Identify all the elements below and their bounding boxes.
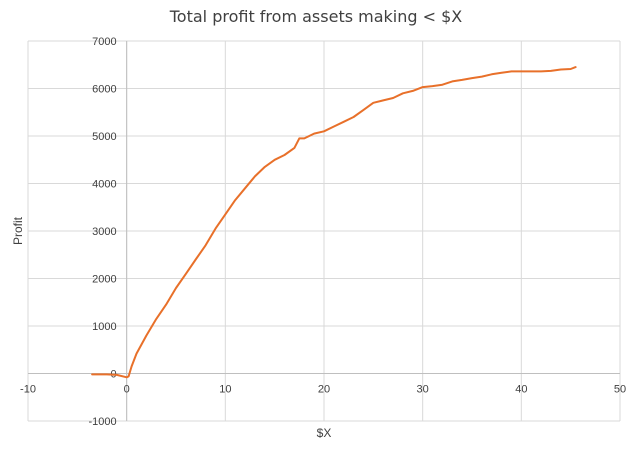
x-tick-label: -10	[20, 384, 36, 396]
x-tick-label: 20	[318, 384, 330, 396]
y-tick-label: 2000	[92, 274, 116, 286]
y-axis-label: Profit	[11, 216, 25, 245]
x-tick-label: 0	[124, 384, 130, 396]
x-tick-label: 50	[614, 384, 626, 396]
chart-title: Total profit from assets making < $X	[169, 7, 463, 26]
x-tick-label: 30	[417, 384, 429, 396]
profit-series-line	[91, 66, 577, 379]
y-tick-label: 1000	[92, 321, 116, 333]
x-tick-labels: -10 0 10 20 30 40 50	[20, 384, 626, 396]
y-tick-label: 5000	[92, 131, 116, 143]
y-tick-label: 4000	[92, 179, 116, 191]
y-tick-label: 7000	[92, 36, 116, 48]
y-tick-label: 6000	[92, 84, 116, 96]
axes	[28, 41, 620, 421]
x-axis-label: $X	[317, 426, 332, 440]
y-tick-label: -1000	[89, 416, 117, 428]
x-tick-label: 40	[515, 384, 527, 396]
x-tick-label: 10	[219, 384, 231, 396]
y-tick-label: 3000	[92, 226, 116, 238]
